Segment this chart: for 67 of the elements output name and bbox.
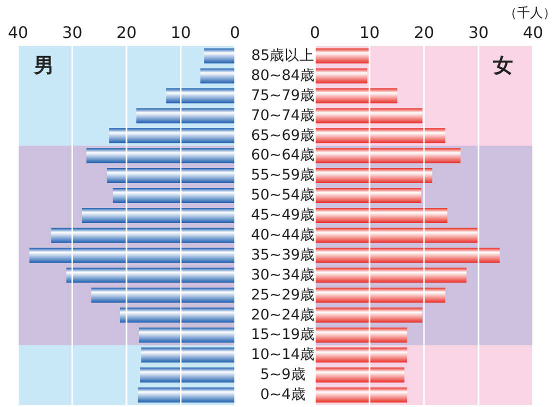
y-tick-label: 55~59歳 (250, 166, 316, 184)
x-tick-label: 10 (359, 23, 380, 42)
bar (315, 128, 446, 144)
bar (315, 387, 408, 402)
bar (166, 88, 235, 104)
bar (204, 48, 235, 64)
bar (136, 108, 235, 124)
bar (138, 387, 235, 402)
bar (315, 228, 478, 243)
x-tick-label: 30 (468, 23, 489, 42)
x-tick-label: 30 (62, 23, 82, 42)
bar (66, 268, 235, 283)
x-tick-label: 20 (116, 23, 137, 42)
bar (51, 228, 235, 243)
y-tick-label: 70~74歳 (250, 106, 316, 124)
bar (106, 168, 235, 184)
x-tick-label: 10 (170, 23, 191, 42)
x-tick-label: 20 (414, 23, 434, 42)
bar (315, 188, 422, 204)
bar (112, 188, 235, 204)
bar (315, 68, 368, 84)
y-tick-label: 75~79歳 (250, 86, 316, 104)
bar (200, 68, 235, 84)
y-tick-label: 45~49歳 (250, 206, 316, 224)
x-tick-label: 40 (522, 23, 544, 42)
y-tick-label: 10~14歳 (250, 346, 316, 364)
y-tick-label: 20~24歳 (250, 306, 316, 324)
bar (315, 108, 422, 124)
bar (315, 268, 467, 283)
bar (141, 348, 235, 363)
bar (315, 348, 408, 363)
y-tick-label: 65~69歳 (250, 126, 316, 144)
bar (315, 148, 461, 164)
bar (315, 328, 408, 343)
bar (315, 288, 446, 303)
bar (315, 88, 398, 104)
text: 女 (493, 52, 513, 79)
bar (82, 208, 235, 223)
y-tick-label: 25~29歳 (250, 286, 316, 304)
y-tick-label: 80~84歳 (250, 66, 316, 84)
bar (315, 168, 432, 184)
bar (29, 248, 235, 263)
text: （千人） (504, 5, 556, 22)
y-tick-label: 30~34歳 (250, 266, 316, 284)
text: 男 (34, 52, 54, 79)
bar (315, 368, 404, 383)
x-tick-label: 0 (230, 23, 240, 42)
y-tick-label: 0~4歳 (260, 386, 306, 404)
bar (120, 308, 235, 323)
bar (109, 128, 235, 144)
bar (315, 48, 369, 64)
bar (138, 328, 235, 343)
y-tick-label: 60~64歳 (250, 146, 316, 164)
bar (91, 288, 235, 303)
x-tick-label: 40 (8, 23, 28, 42)
y-tick-label: 5~9歳 (260, 366, 306, 384)
bar (315, 208, 448, 223)
y-tick-label: 35~39歳 (250, 246, 316, 264)
bar (140, 368, 235, 383)
bar (86, 148, 235, 164)
y-tick-label: 40~44歳 (250, 226, 316, 244)
y-tick-label: 85歳以上 (251, 46, 315, 64)
bar (315, 248, 500, 263)
y-tick-label: 50~54歳 (250, 186, 316, 204)
y-tick-label: 15~19歳 (250, 326, 316, 344)
bar (315, 308, 422, 323)
x-tick-label: 0 (310, 23, 320, 42)
